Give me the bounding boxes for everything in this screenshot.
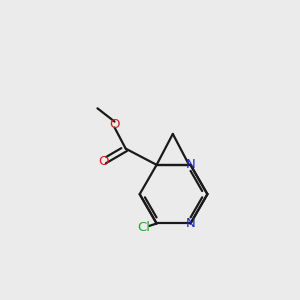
Text: N: N [186,217,195,230]
Text: Cl: Cl [137,221,150,234]
Text: O: O [98,155,109,168]
Text: N: N [186,158,195,171]
Text: O: O [109,118,120,131]
